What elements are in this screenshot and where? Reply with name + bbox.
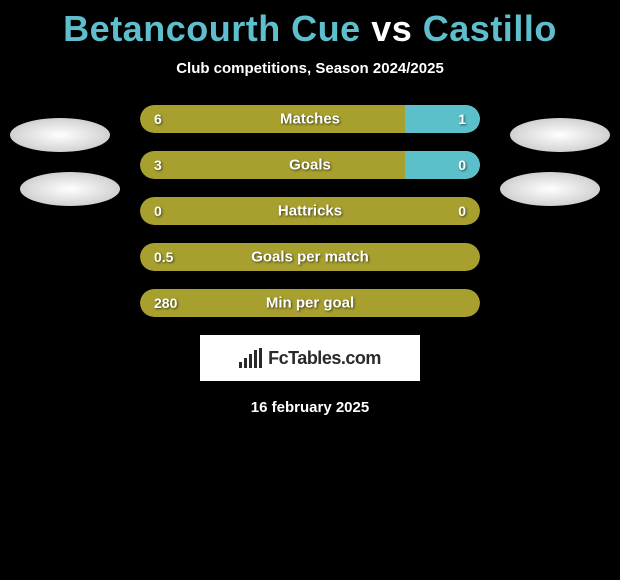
stat-label: Matches [280,111,340,128]
stat-value-right: 0 [458,203,466,219]
stat-value-left: 6 [154,111,162,127]
page-title: Betancourth Cue vs Castillo [0,0,620,50]
stat-row: 6 Matches 1 [140,105,480,133]
attribution-badge[interactable]: FcTables.com [200,335,420,381]
stat-value-left: 3 [154,157,162,173]
stat-bar-right-fill [405,105,480,133]
stat-value-right: 0 [458,157,466,173]
bar-chart-icon [239,348,262,368]
attribution-label: FcTables.com [268,348,381,369]
date-label: 16 february 2025 [0,399,620,416]
stat-row: 0 Hattricks 0 [140,197,480,225]
stat-label: Min per goal [266,295,354,312]
team-logo-right-1 [510,118,610,152]
team-logo-left-1 [10,118,110,152]
team-logo-left-2 [20,172,120,206]
vs-text: vs [371,8,412,49]
stat-row: 280 Min per goal [140,289,480,317]
stat-value-left: 0 [154,203,162,219]
stat-label: Goals [289,157,331,174]
stat-row: 3 Goals 0 [140,151,480,179]
stat-value-left: 0.5 [154,249,173,265]
stat-bar-right-fill [405,151,480,179]
stat-value-right: 1 [458,111,466,127]
subtitle: Club competitions, Season 2024/2025 [0,60,620,77]
stat-value-left: 280 [154,295,177,311]
stat-label: Hattricks [278,203,342,220]
team-logo-right-2 [500,172,600,206]
stat-label: Goals per match [251,249,369,266]
stat-row: 0.5 Goals per match [140,243,480,271]
player-right-name: Castillo [423,8,557,49]
player-left-name: Betancourth Cue [63,8,361,49]
stats-container: 6 Matches 1 3 Goals 0 0 Hattricks 0 0.5 Goals per … [140,105,480,317]
